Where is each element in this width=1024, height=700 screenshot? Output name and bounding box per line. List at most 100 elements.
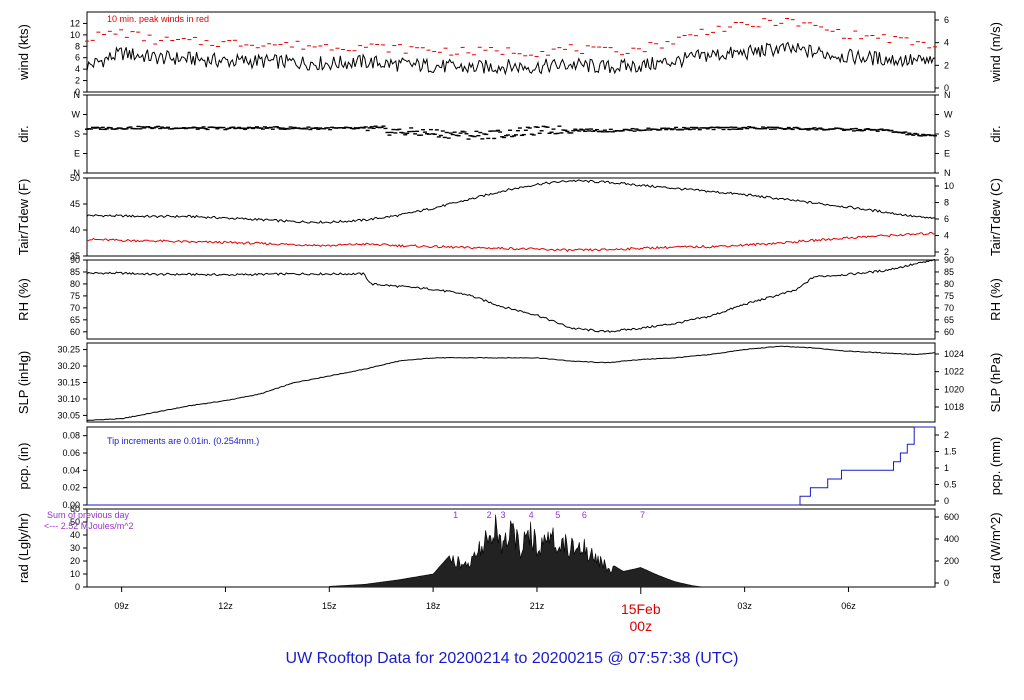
ylabel-right-rad: rad (W/m^2) bbox=[988, 512, 1003, 583]
ytick-label-right: 1022 bbox=[944, 367, 964, 377]
ytick-label: 30.25 bbox=[57, 345, 80, 355]
ytick-label-right: 6 bbox=[944, 214, 949, 224]
panel-frame bbox=[86, 11, 936, 93]
ytick-label-right: 200 bbox=[944, 556, 959, 566]
series-rad-main bbox=[328, 514, 704, 588]
ytick-label-right: 6 bbox=[944, 15, 949, 25]
ylabel-right-pcp: pcp. (mm) bbox=[988, 437, 1003, 496]
ylabel-right-wind: wind (m/s) bbox=[988, 22, 1003, 83]
ytick-label: 30.15 bbox=[57, 378, 80, 388]
ytick-label-right: 1 bbox=[944, 463, 949, 473]
ytick-label-right: 400 bbox=[944, 534, 959, 544]
day-label: 15Feb bbox=[621, 601, 661, 617]
ytick-label-right: 0 bbox=[944, 578, 949, 588]
ytick-label: 80 bbox=[70, 279, 80, 289]
ylabel-pcp: pcp. (in) bbox=[16, 443, 31, 490]
ytick-label: 10 bbox=[70, 569, 80, 579]
ylabel-temp: Tair/Tdew (F) bbox=[16, 179, 31, 256]
ytick-label-right: 2 bbox=[944, 60, 949, 70]
ytick-label-right: 4 bbox=[944, 38, 949, 48]
ytick-label: 0 bbox=[75, 87, 80, 97]
ytick-label: W bbox=[72, 110, 81, 120]
ytick-label: 0.04 bbox=[62, 465, 80, 475]
ytick-label-right: 0.5 bbox=[944, 480, 957, 490]
panel-temp: 35 40 45 50 2 4 6 8 10 Tair/Tdew (F) Tair/Tdew (C) bbox=[16, 173, 1003, 261]
footer-title: UW Rooftop Data for 20200214 to 20200215… bbox=[285, 650, 739, 667]
ytick-label-right: 90 bbox=[944, 255, 954, 265]
rad-peak-label: 2 bbox=[487, 510, 492, 520]
ytick-label-right: 60 bbox=[944, 327, 954, 337]
ytick-label-right: 85 bbox=[944, 267, 954, 277]
ytick-label: 2 bbox=[75, 76, 80, 86]
ytick-label: 0.08 bbox=[62, 431, 80, 441]
ytick-label: 40 bbox=[70, 530, 80, 540]
ytick-label: 75 bbox=[70, 291, 80, 301]
rad-peak-label: 5 bbox=[555, 510, 560, 520]
ylabel-wind: wind (kts) bbox=[16, 24, 31, 81]
ylabel-right-rh: RH (%) bbox=[988, 278, 1003, 321]
ytick-label: 30.10 bbox=[57, 394, 80, 404]
ylabel-right-temp: Tair/Tdew (C) bbox=[988, 178, 1003, 256]
ytick-label-right: N bbox=[944, 168, 951, 178]
ytick-label-right: N bbox=[944, 90, 951, 100]
ytick-label: 12 bbox=[70, 18, 80, 28]
ytick-label: 30 bbox=[70, 543, 80, 553]
ytick-label-right: 10 bbox=[944, 181, 954, 191]
ylabel-slp: SLP (inHg) bbox=[16, 351, 31, 414]
ytick-label-right: W bbox=[944, 110, 953, 120]
series-pcp-main bbox=[87, 426, 935, 506]
ytick-label: 50 bbox=[70, 173, 80, 183]
rad-peak-label: 6 bbox=[582, 510, 587, 520]
ytick-label-right: 75 bbox=[944, 291, 954, 301]
ylabel-rad: rad (Lgly/hr) bbox=[16, 513, 31, 583]
ytick-label: 0.06 bbox=[62, 448, 80, 458]
panel-frame bbox=[86, 177, 936, 257]
ytick-label: 40 bbox=[70, 225, 80, 235]
panel-rh: 60 65 70 75 80 85 90 60 65 70 75 80 85 90 RH (%) RH (%) bbox=[16, 255, 1003, 340]
ytick-label-right: 1024 bbox=[944, 349, 964, 359]
ytick-label-right: 80 bbox=[944, 279, 954, 289]
ytick-label: 0 bbox=[75, 582, 80, 592]
rad-peak-label: 1 bbox=[453, 510, 458, 520]
ytick-label-right: 4 bbox=[944, 231, 949, 241]
xtick-label: 03z bbox=[737, 601, 752, 611]
ytick-label-right: 70 bbox=[944, 303, 954, 313]
ylabel-rh: RH (%) bbox=[16, 278, 31, 321]
xtick-label: 18z bbox=[426, 601, 441, 611]
series-temp-Tdew bbox=[86, 231, 936, 253]
ytick-label-right: 2 bbox=[944, 430, 949, 440]
ytick-label: E bbox=[74, 149, 80, 159]
rad-sum-value: <--- 2.52 MJoules/m^2 bbox=[44, 521, 134, 531]
ytick-label: 10 bbox=[70, 30, 80, 40]
panel-slp: 30.05 30.10 30.15 30.20 30.25 1018 1020 1022 102… bbox=[16, 342, 1003, 423]
ylabel-dir: dir. bbox=[16, 125, 31, 142]
xtick-label: 15z bbox=[322, 601, 337, 611]
ytick-label: 60 bbox=[70, 504, 80, 514]
ylabel-right-slp: SLP (hPa) bbox=[988, 353, 1003, 413]
ytick-label: 0.00 bbox=[62, 500, 80, 510]
xtick-label: 21z bbox=[530, 601, 545, 611]
panel-frame bbox=[86, 94, 936, 174]
ytick-label: 70 bbox=[70, 303, 80, 313]
panel-frame bbox=[86, 259, 936, 340]
ytick-label: 45 bbox=[70, 199, 80, 209]
series-wind-main bbox=[86, 41, 936, 76]
ylabel-right-dir: dir. bbox=[988, 125, 1003, 142]
ytick-label: 65 bbox=[70, 315, 80, 325]
ytick-label: 30.20 bbox=[57, 361, 80, 371]
ytick-label: 90 bbox=[70, 255, 80, 265]
ytick-label: 0.02 bbox=[62, 483, 80, 493]
ytick-label-right: E bbox=[944, 149, 950, 159]
ytick-label: 35 bbox=[70, 251, 80, 261]
series-temp-Tair bbox=[86, 179, 936, 224]
ytick-label-right: 2 bbox=[944, 247, 949, 257]
ytick-label: 50 bbox=[70, 517, 80, 527]
ytick-label: 6 bbox=[75, 53, 80, 63]
xtick-label: 12z bbox=[218, 601, 233, 611]
rad-peak-label: 4 bbox=[529, 510, 534, 520]
ytick-label: 4 bbox=[75, 64, 80, 74]
ytick-label: S bbox=[74, 129, 80, 139]
